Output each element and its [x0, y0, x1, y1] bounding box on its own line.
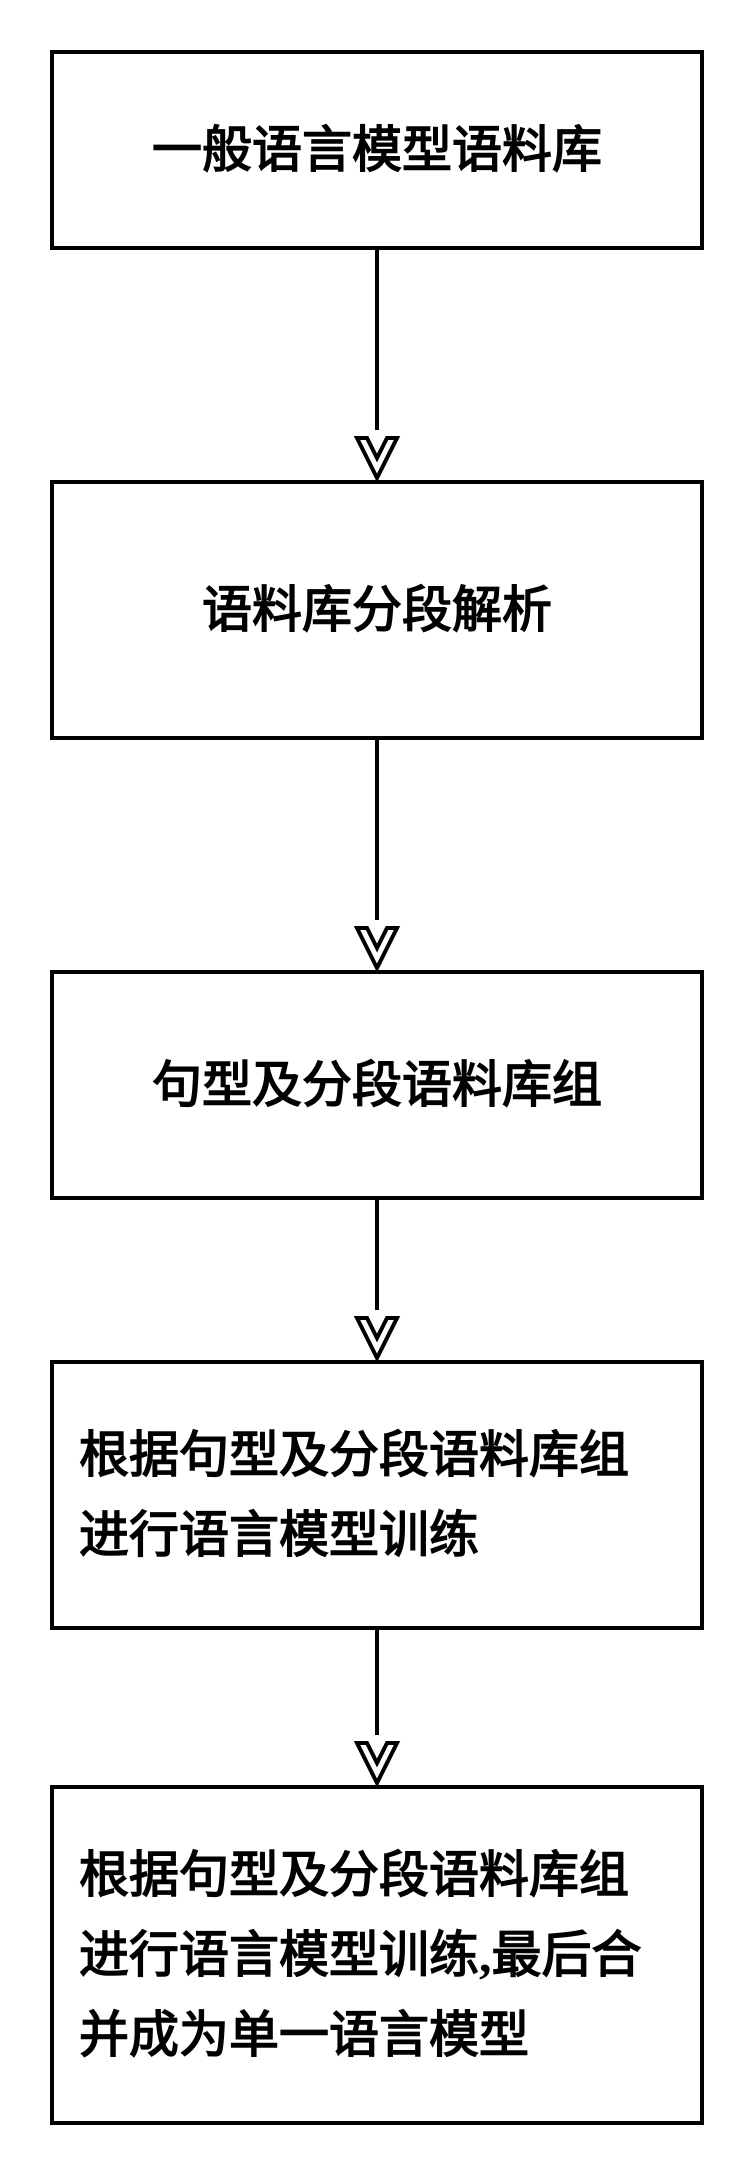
arrow-head-icon: [352, 920, 402, 970]
flowchart-arrow-2: [50, 740, 704, 970]
arrow-line: [375, 740, 379, 920]
node-text: 根据句型及分段语料库组进行语言模型训练: [79, 1415, 675, 1575]
arrow-line: [375, 1630, 379, 1735]
node-text: 一般语言模型语料库: [152, 110, 602, 190]
node-text: 句型及分段语料库组: [152, 1045, 602, 1125]
arrow-line: [375, 1200, 379, 1310]
node-text: 根据句型及分段语料库组进行语言模型训练,最后合并成为单一语言模型: [79, 1835, 675, 2075]
flowchart-node-1: 一般语言模型语料库: [50, 50, 704, 250]
arrow-line: [375, 250, 379, 430]
flowchart-node-2: 语料库分段解析: [50, 480, 704, 740]
node-text: 语料库分段解析: [202, 570, 552, 650]
arrow-head-icon: [352, 1310, 402, 1360]
flowchart-node-3: 句型及分段语料库组: [50, 970, 704, 1200]
flowchart-arrow-3: [50, 1200, 704, 1360]
flowchart-arrow-1: [50, 250, 704, 480]
arrow-head-icon: [352, 430, 402, 480]
flowchart-node-5: 根据句型及分段语料库组进行语言模型训练,最后合并成为单一语言模型: [50, 1785, 704, 2125]
flowchart-container: 一般语言模型语料库 语料库分段解析 句型及分段语料库组 根据句型及分段语料库组进…: [50, 50, 704, 2125]
flowchart-arrow-4: [50, 1630, 704, 1785]
arrow-head-icon: [352, 1735, 402, 1785]
flowchart-node-4: 根据句型及分段语料库组进行语言模型训练: [50, 1360, 704, 1630]
